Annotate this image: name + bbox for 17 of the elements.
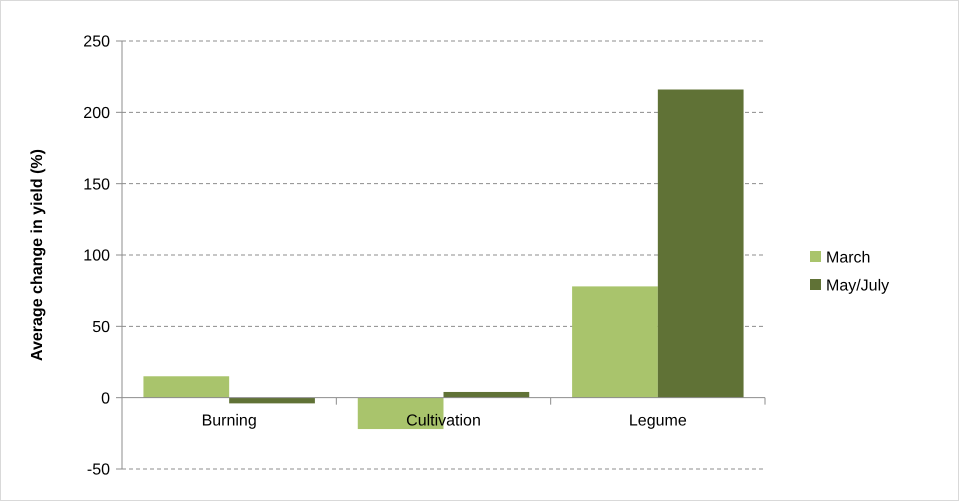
y-axis-title: Average change in yield (%): [29, 149, 46, 361]
bar: [572, 286, 658, 398]
legend-label: March: [826, 250, 870, 267]
y-tick-label: 250: [83, 34, 110, 51]
x-tick-label: Burning: [202, 412, 257, 430]
y-tick-label: 0: [101, 390, 110, 408]
y-tick-label: 150: [83, 176, 110, 194]
legend-label: May/July: [826, 278, 890, 295]
y-tick-label: 200: [83, 104, 110, 122]
bar: [229, 398, 315, 404]
x-tick-label: Cultivation: [406, 412, 481, 430]
y-tick-label: 50: [92, 318, 110, 336]
y-tick-label: -50: [86, 462, 110, 479]
x-tick-label: Legume: [628, 412, 687, 430]
bar: [658, 90, 744, 398]
bar: [143, 376, 230, 398]
y-tick-label: 100: [83, 248, 110, 265]
